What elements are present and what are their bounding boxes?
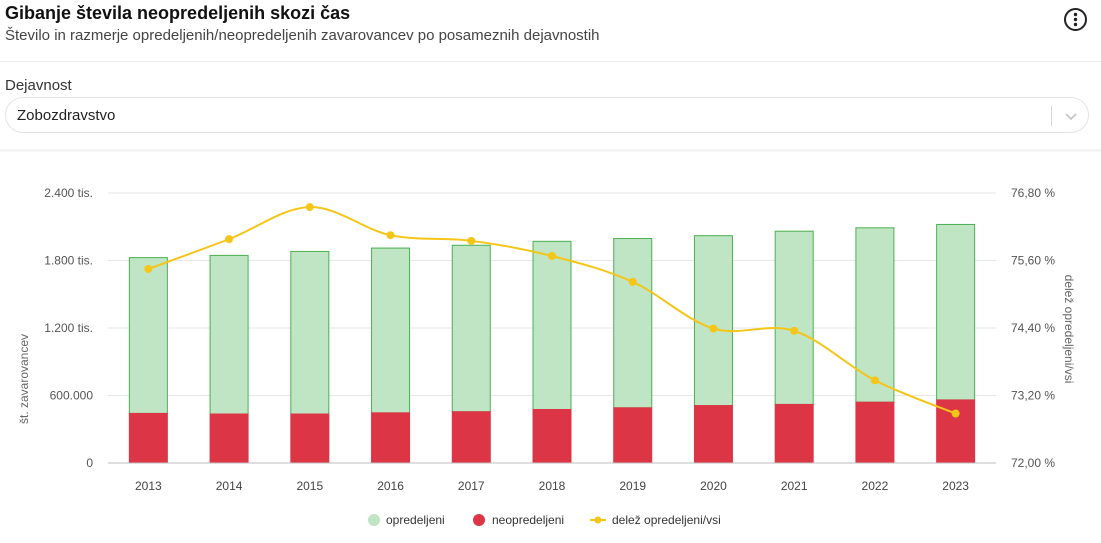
bar-opredeljeni <box>209 254 249 415</box>
x-tick-label: 2018 <box>539 479 566 493</box>
bars <box>128 223 976 463</box>
bar-opredeljeni <box>774 230 814 405</box>
activity-select[interactable]: Zobozdravstvo <box>5 97 1089 133</box>
x-tick-label: 2023 <box>942 479 969 493</box>
y-tick-label: 1.800 tis. <box>44 254 93 268</box>
bar-neopredeljeni <box>855 401 895 463</box>
bar-opredeljeni <box>613 238 653 409</box>
bar-opredeljeni <box>290 250 330 415</box>
page-title: Gibanje števila neopredeljenih skozi čas <box>5 3 351 23</box>
share-point <box>144 264 153 273</box>
y2-axis-label: delež opredeljeni/vsi <box>1062 275 1076 384</box>
y2-tick-label: 72,00 % <box>1011 456 1055 470</box>
x-tick-label: 2017 <box>458 479 485 493</box>
share-point <box>386 231 395 240</box>
share-point <box>628 277 637 286</box>
select-separator <box>1051 106 1052 126</box>
bar-opredeljeni <box>693 235 733 407</box>
y-tick-label: 600.000 <box>50 389 94 403</box>
bar-neopredeljeni <box>290 413 330 463</box>
bar-neopredeljeni <box>693 405 733 463</box>
y2-tick-label: 75,60 % <box>1011 254 1055 268</box>
bar-neopredeljeni <box>371 412 411 463</box>
share-point <box>951 409 960 418</box>
legend-label-neopredeljeni: neopredeljeni <box>492 513 564 527</box>
share-point <box>548 252 556 260</box>
chart: 0 600.000 1.200 tis. 1.800 tis. 2.400 tis. 72… <box>17 186 1076 527</box>
bar-opredeljeni <box>451 244 491 413</box>
y-tick-label: 0 <box>86 456 93 470</box>
legend-marker-opredeljeni <box>368 514 380 526</box>
legend-marker-neopredeljeni <box>473 514 485 526</box>
section-divider <box>0 149 1101 152</box>
bar-neopredeljeni <box>532 409 572 463</box>
chart-header: Gibanje števila neopredeljenih skozi čas… <box>0 0 1101 62</box>
bar-neopredeljeni <box>209 413 249 463</box>
share-line <box>144 203 960 418</box>
x-tick-label: 2021 <box>781 479 808 493</box>
y-axis-label: št. zavarovancev <box>17 334 31 424</box>
share-point <box>467 236 476 245</box>
x-tick-label: 2019 <box>619 479 646 493</box>
axes: 0 600.000 1.200 tis. 1.800 tis. 2.400 tis. 72… <box>44 186 1055 493</box>
y2-tick-label: 73,20 % <box>1011 389 1055 403</box>
more-vertical-icon[interactable] <box>1064 8 1087 31</box>
y2-tick-label: 74,40 % <box>1011 321 1055 335</box>
x-tick-label: 2013 <box>135 479 162 493</box>
page-subtitle: Število in razmerje opredeljenih/neopred… <box>5 27 600 44</box>
bar-neopredeljeni <box>128 412 168 463</box>
legend-label-share: delež opredeljeni/vsi <box>612 513 721 527</box>
share-point <box>225 235 234 244</box>
activity-select-value: Zobozdravstvo <box>17 107 116 124</box>
share-point <box>709 324 718 333</box>
legend-marker-share <box>594 516 602 524</box>
y-tick-label: 2.400 tis. <box>44 186 93 200</box>
x-tick-label: 2016 <box>377 479 404 493</box>
filter-label: Dejavnost <box>5 77 72 94</box>
legend: opredeljeni neopredeljeni delež opredeljen… <box>368 513 721 527</box>
bar-neopredeljeni <box>613 407 653 463</box>
bar-opredeljeni <box>128 257 168 414</box>
legend-label-opredeljeni: opredeljeni <box>386 513 445 527</box>
share-point <box>305 203 314 212</box>
bar-opredeljeni <box>532 240 572 410</box>
share-point <box>790 326 799 335</box>
y2-tick-label: 76,80 % <box>1011 186 1055 200</box>
y-tick-label: 1.200 tis. <box>44 321 93 335</box>
x-tick-label: 2015 <box>296 479 323 493</box>
share-point <box>870 376 879 385</box>
x-tick-label: 2020 <box>700 479 727 493</box>
chevron-down-icon[interactable] <box>1062 107 1080 130</box>
bar-neopredeljeni <box>451 411 491 463</box>
x-tick-label: 2014 <box>216 479 243 493</box>
bar-opredeljeni <box>855 227 895 403</box>
bar-neopredeljeni <box>774 403 814 463</box>
x-tick-label: 2022 <box>862 479 889 493</box>
bar-opredeljeni <box>936 223 976 401</box>
bar-opredeljeni <box>371 247 411 414</box>
